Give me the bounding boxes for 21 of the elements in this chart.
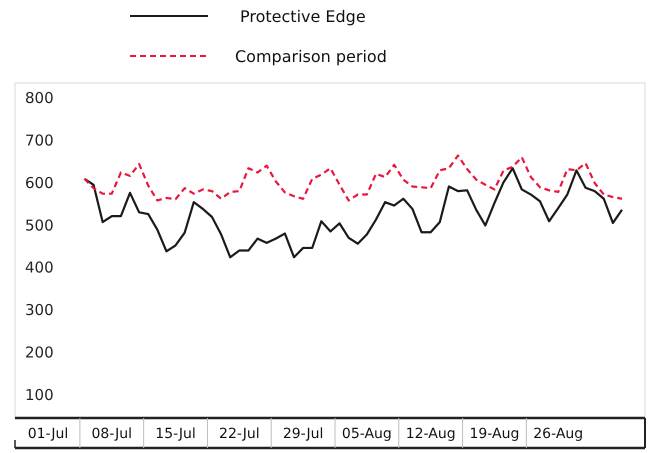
x-tick-label: 22-Jul: [219, 426, 260, 442]
y-tick-label: 500: [25, 216, 54, 234]
y-tick-label: 200: [25, 344, 54, 362]
x-tick-label: 08-Jul: [92, 426, 132, 442]
y-tick-label: 700: [25, 131, 54, 150]
x-tick-label: 01-Jul: [28, 426, 68, 442]
y-tick-label: 100: [25, 386, 54, 404]
x-tick-label: 19-Aug: [469, 426, 520, 442]
legend-label: Comparison period: [235, 47, 387, 66]
x-tick-label: 05-Aug: [342, 426, 392, 442]
y-tick-label: 400: [25, 258, 54, 277]
x-tick-label: 15-Jul: [155, 426, 196, 442]
y-tick-label: 300: [25, 301, 54, 320]
line-series: [83, 154, 624, 202]
x-tick-label: 12-Aug: [406, 426, 456, 442]
line-series: [83, 167, 624, 258]
y-tick-label: 800: [25, 89, 54, 108]
legend-label: Protective Edge: [240, 7, 366, 26]
x-tick-label: 29-Jul: [282, 426, 324, 442]
y-tick-label: 600: [25, 174, 54, 192]
x-tick-label: 26-Aug: [533, 426, 584, 442]
